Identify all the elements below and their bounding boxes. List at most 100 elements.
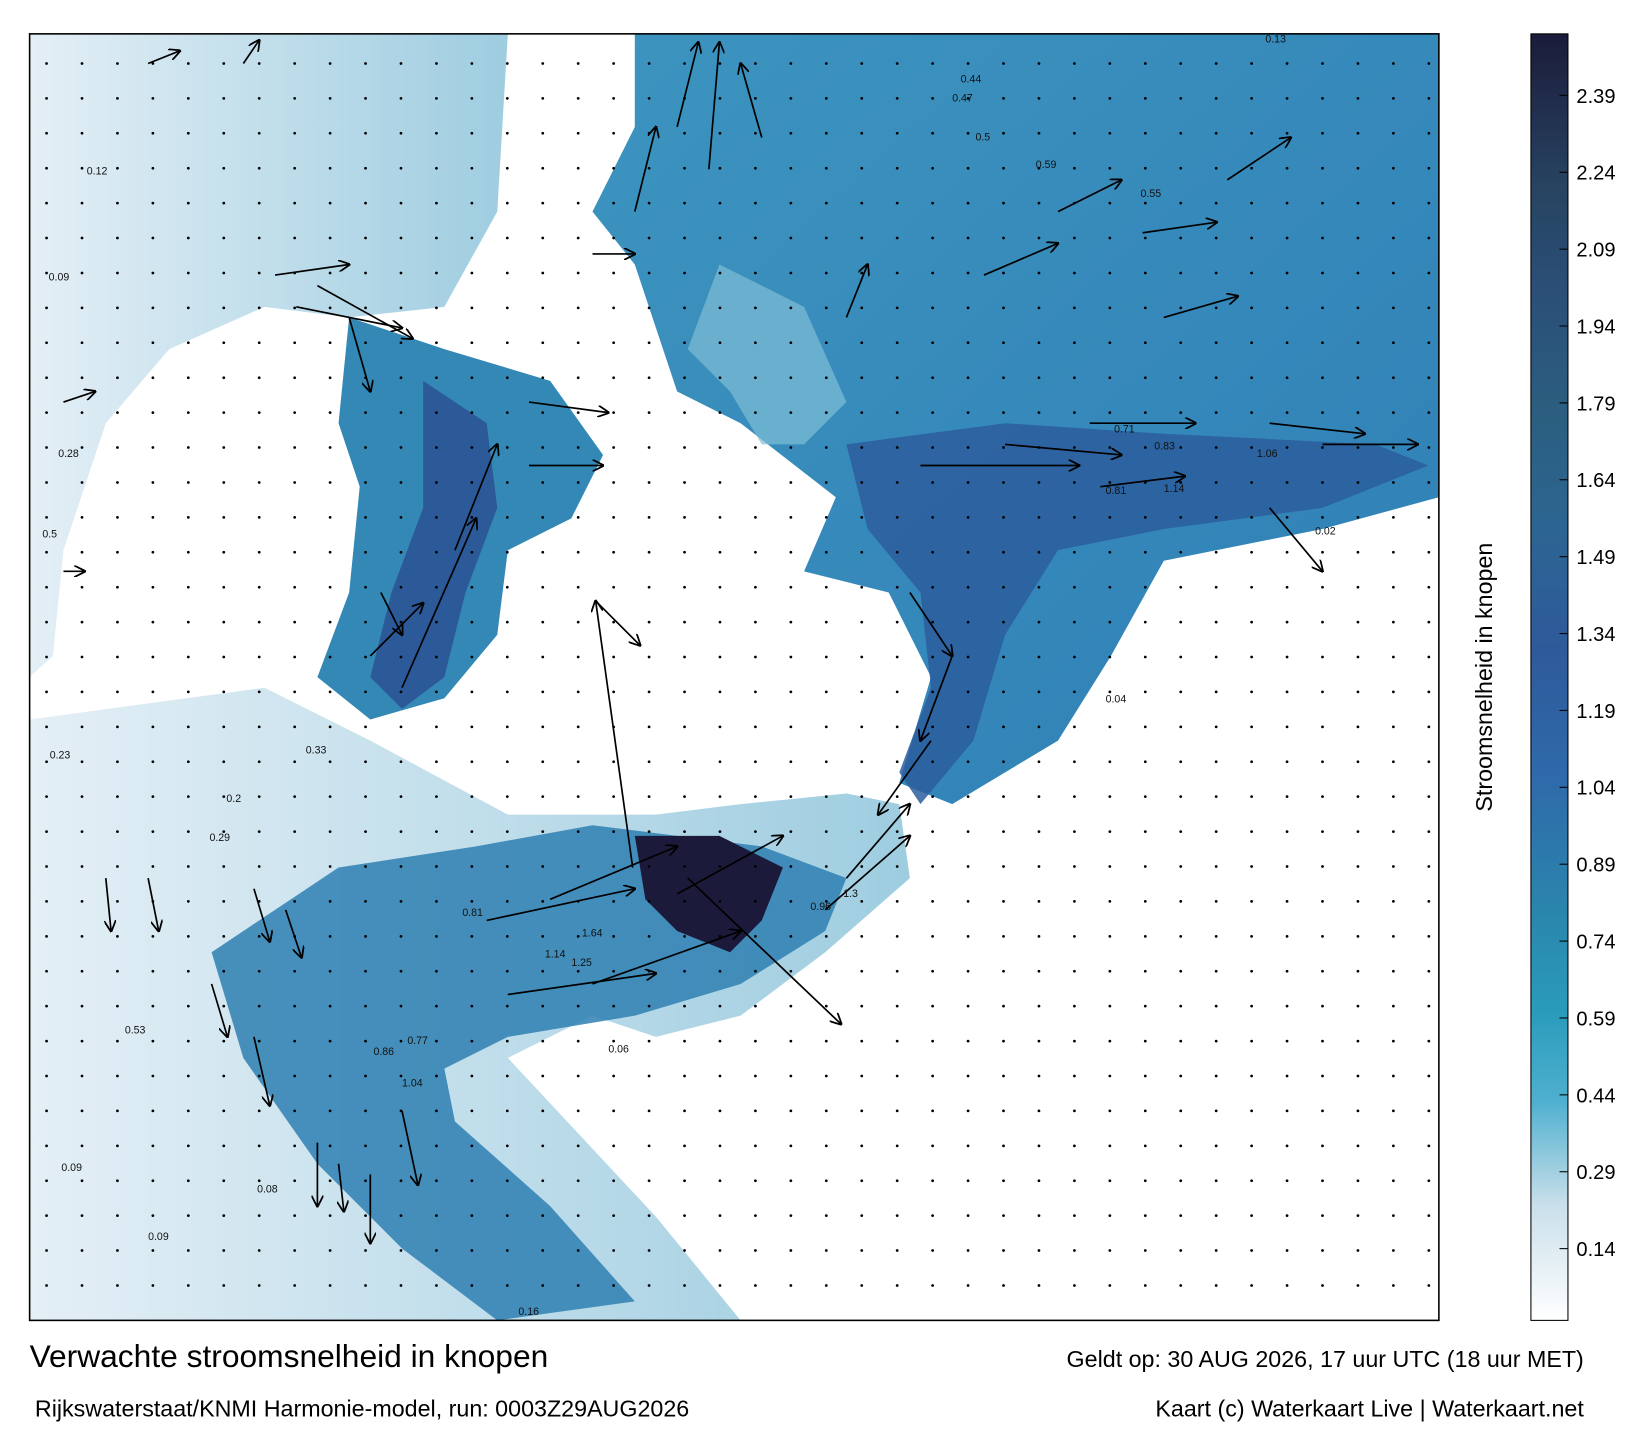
grid-dot [293,1284,297,1287]
grid-dot [1179,795,1183,799]
grid-dot [45,865,48,868]
grid-dot [257,236,261,240]
grid-dot [683,830,686,833]
grid-dot [257,969,261,973]
grid-dot [824,620,828,624]
grid-dot [1285,725,1289,729]
grid-dot [754,411,757,414]
grid-dot [1179,1109,1183,1113]
grid-dot [895,236,899,240]
grid-dot [505,236,509,240]
grid-dot [612,1109,616,1113]
grid-dot [683,1039,686,1043]
current-arrow [549,846,677,901]
grid-dot [683,760,686,764]
grid-dot [647,271,651,275]
grid-dot [1285,934,1289,938]
colorbar [1530,33,1569,1321]
grid-dot [541,830,545,833]
grid-dot [1427,934,1431,938]
grid-dot [824,1144,828,1148]
current-arrow [845,804,909,879]
grid-dot [860,201,864,205]
grid-dot [151,1074,155,1078]
grid-dot [612,271,616,275]
grid-dot [293,760,297,764]
grid-dot [683,1109,686,1113]
current-arrow [106,878,111,931]
grid-dot [1250,585,1253,589]
grid-dot [222,795,226,799]
grid-dot [116,1039,119,1043]
grid-dot [895,62,899,65]
grid-dot [1073,1179,1076,1183]
grid-dot [789,795,793,799]
grid-dot [966,376,970,380]
grid-dot [1037,1144,1041,1148]
grid-dot [1179,1074,1183,1078]
grid-dot [435,655,438,659]
grid-dot [364,1004,367,1008]
grid-dot [293,900,297,903]
grid-dot [576,690,580,694]
grid-dot [293,1109,297,1113]
grid-dot [1250,201,1253,205]
grid-dot [1002,760,1005,764]
grid-dot [186,1109,190,1113]
grid-dot [1002,411,1005,414]
grid-dot [1143,1039,1147,1043]
grid-dot [1427,411,1431,414]
grid-dot [364,1039,367,1043]
grid-dot [1321,795,1324,799]
grid-dot [1392,725,1395,729]
current-arrow [687,877,841,1024]
speed-label: 0.53 [125,1025,146,1037]
grid-dot [364,830,367,833]
grid-dot [45,1249,48,1252]
grid-dot [435,236,438,240]
grid-dot [1002,585,1005,589]
grid-dot [860,1074,864,1078]
grid-dot [1250,271,1253,275]
grid-dot [718,830,722,833]
grid-dot [1321,900,1324,903]
grid-dot [1285,1109,1289,1113]
grid-dot [895,97,899,100]
grid-dot [1108,1109,1112,1113]
grid-dot [683,1004,686,1008]
current-arrow [274,265,349,276]
grid-dot [789,1004,793,1008]
grid-dot [1356,900,1360,903]
grid-dot [1321,1179,1324,1183]
grid-dot [435,131,438,135]
grid-dot [116,201,119,205]
grid-dot [1392,1074,1395,1078]
grid-dot [1392,166,1395,170]
model-run: Rijkswaterstaat/KNMI Harmonie-model, run… [35,1396,689,1422]
current-arrow [348,317,370,391]
grid-dot [1392,585,1395,589]
grid-dot [1037,865,1041,868]
grid-dot [505,97,509,100]
grid-dot [754,376,757,380]
speed-label: 1.14 [545,948,566,960]
grid-dot [1427,515,1431,519]
grid-dot [824,830,828,833]
grid-dot [1250,1004,1253,1008]
grid-dot [186,760,190,764]
grid-dot [1002,97,1005,100]
grid-dot [116,1284,119,1287]
grid-dot [399,620,403,624]
grid-dot [186,1249,190,1252]
grid-dot [1392,446,1395,449]
grid-dot [364,550,367,554]
grid-dot [966,1074,970,1078]
grid-dot [222,271,226,275]
grid-dot [80,271,84,275]
grid-dot [399,376,403,380]
grid-dot [1427,201,1431,205]
grid-dot [505,1039,509,1043]
grid-dot [541,760,545,764]
grid-dot [1143,97,1147,100]
grid-dot [966,1004,970,1008]
